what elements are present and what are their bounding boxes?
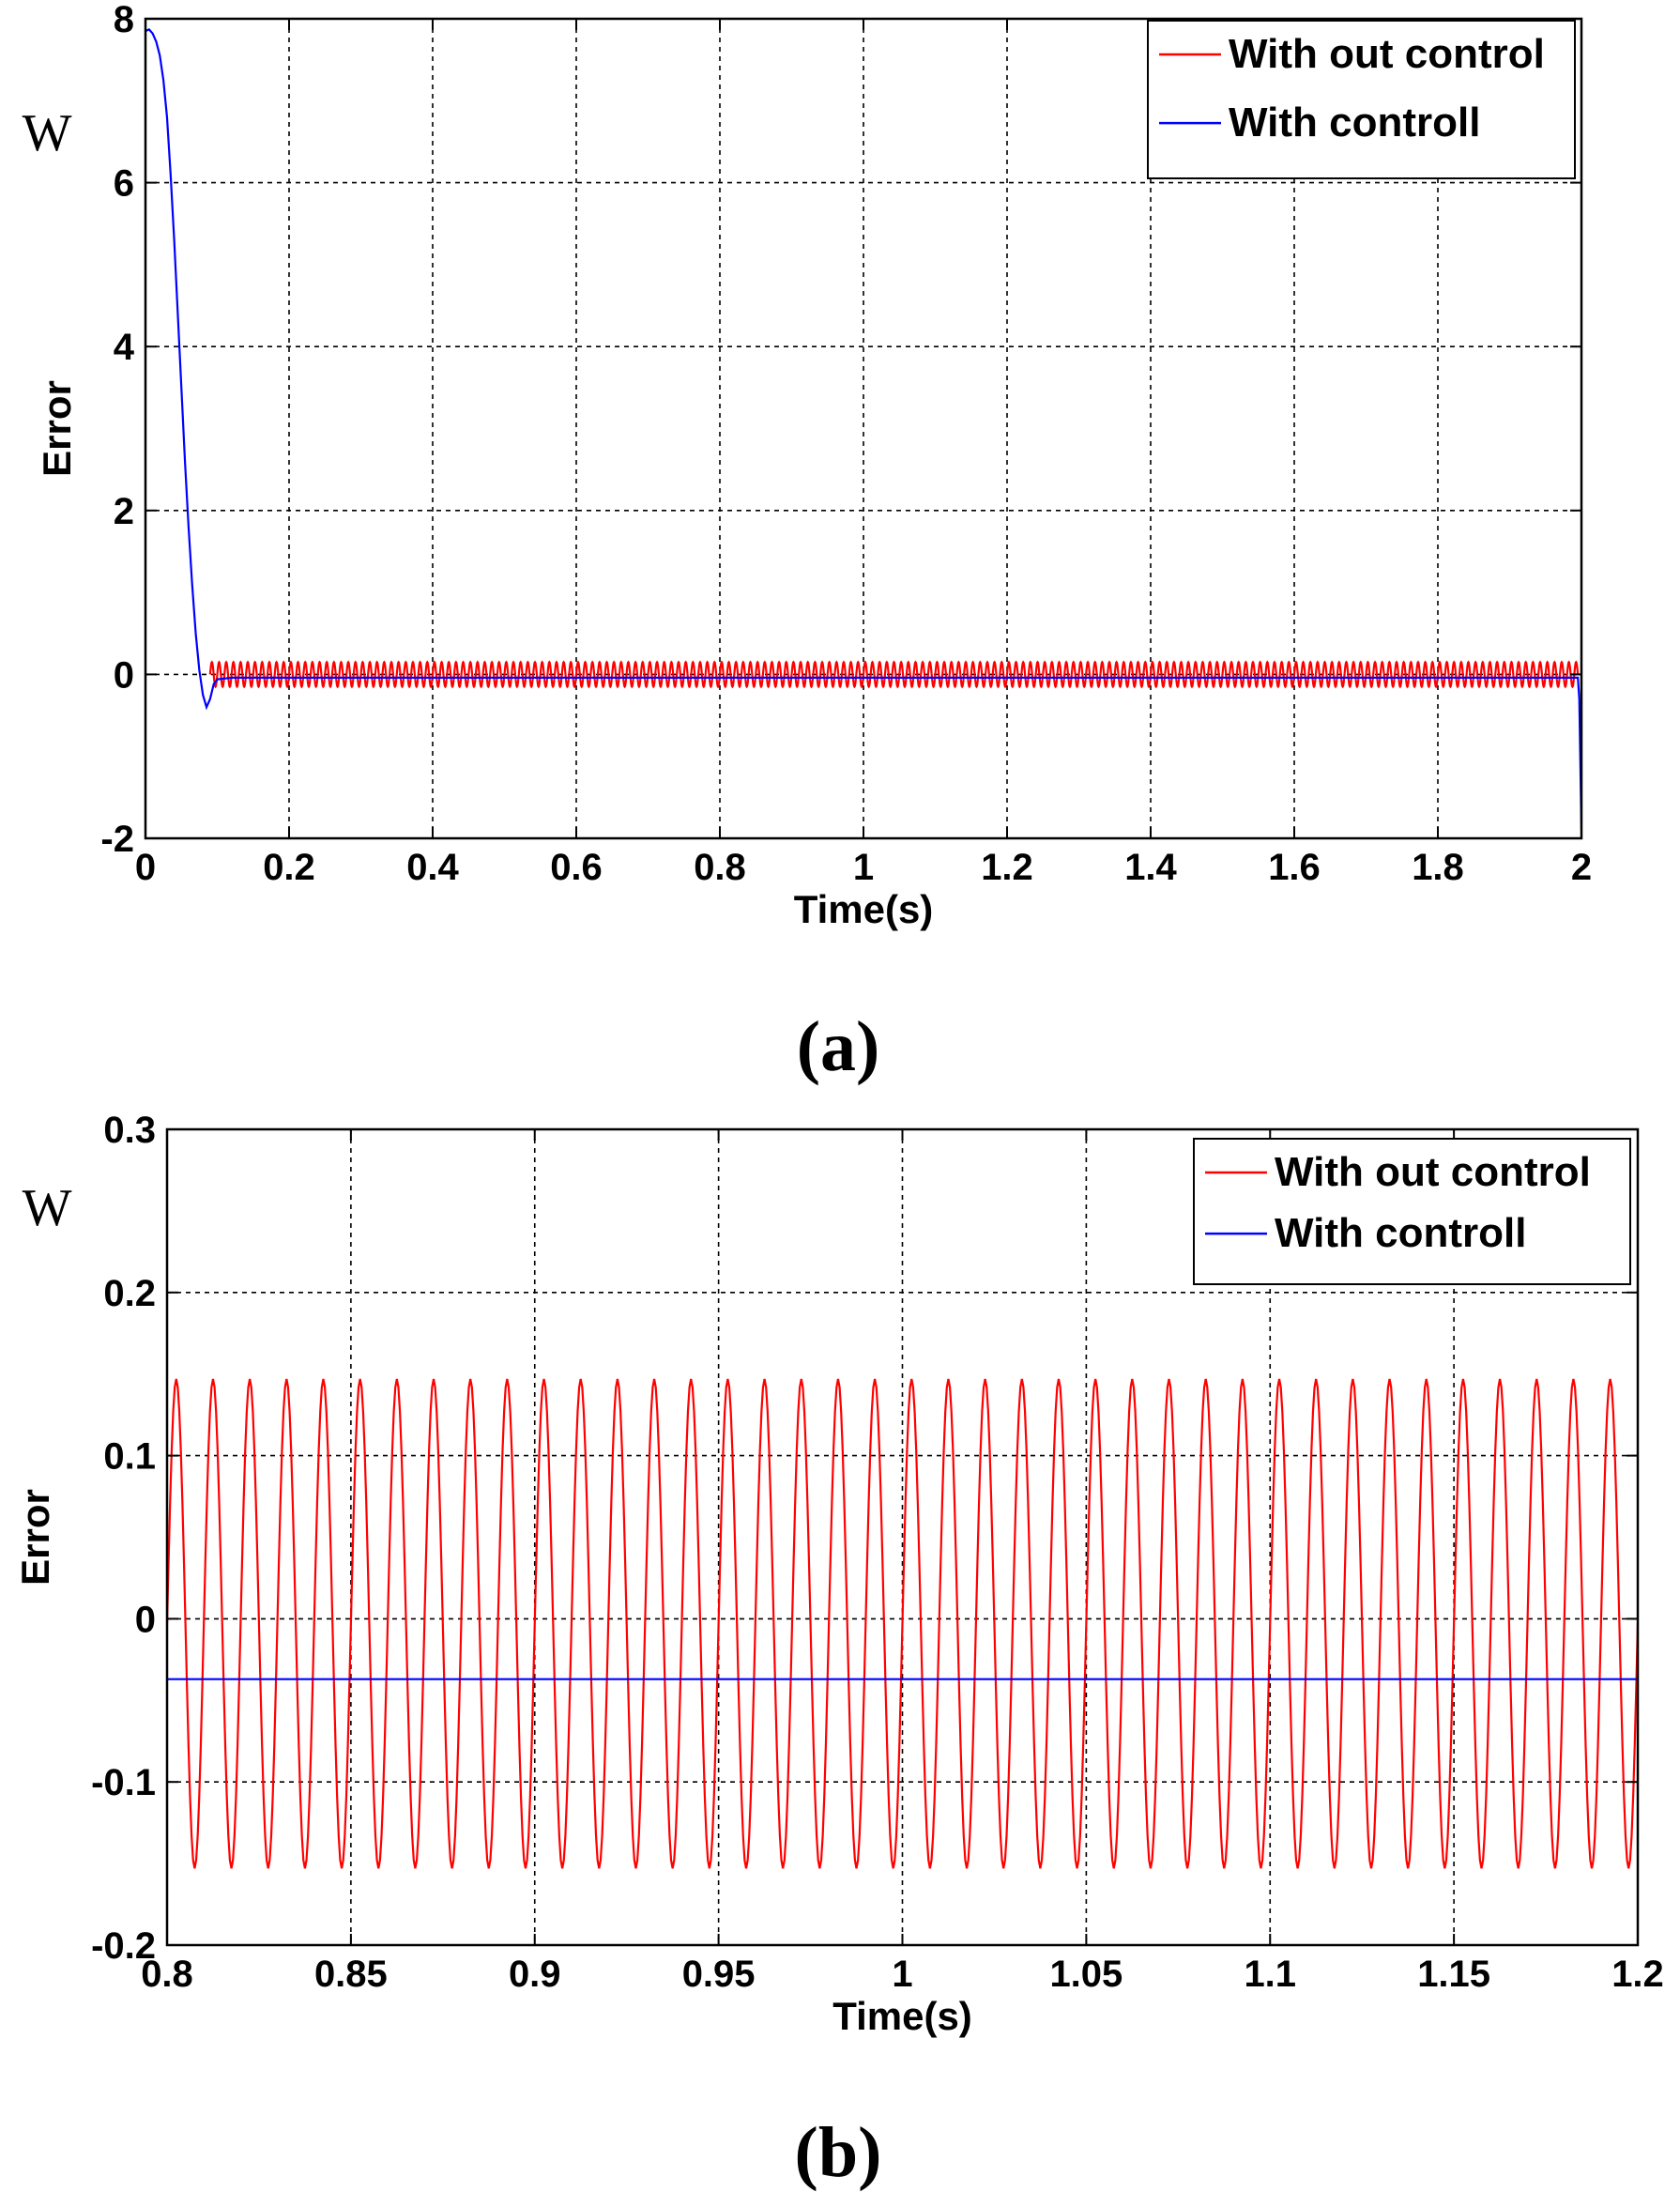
series-line-with-controll xyxy=(145,28,1581,831)
x-tick-label: 0.8 xyxy=(694,847,746,888)
legend-label: With out control xyxy=(1229,31,1545,77)
x-tick-label: 1 xyxy=(892,1954,912,1995)
panel-b-chart: 0.8 0.85 0.9 0.95 1 1.05 1.1 1.15 1.2 -0.2 -0.1 0 0.… xyxy=(13,1110,1664,2192)
x-tick-label: 0.85 xyxy=(314,1954,388,1995)
x-tick-label: 1.6 xyxy=(1268,847,1321,888)
x-axis-label: Time(s) xyxy=(794,887,934,931)
x-tick-label: 1.2 xyxy=(1611,1954,1664,1995)
legend-label: With controll xyxy=(1275,1210,1526,1256)
y-tick-label: 0 xyxy=(135,1599,156,1640)
x-tick-label: 1 xyxy=(853,847,874,888)
x-tick-label: 0.6 xyxy=(550,847,603,888)
y-tick-label: -0.1 xyxy=(91,1762,156,1803)
y-tick-label: -2 xyxy=(100,819,134,860)
legend-label: With out control xyxy=(1275,1149,1591,1195)
panel-a-chart: 0 0.2 0.4 0.6 0.8 1 1.2 1.4 1.6 1.8 2-202468Time(s… xyxy=(23,0,1593,1086)
x-axis-label: Time(s) xyxy=(832,1994,972,2038)
y-tick-label: 8 xyxy=(114,0,134,40)
y-tick-label: 0.2 xyxy=(103,1273,156,1314)
y-axis-label: Error xyxy=(35,380,79,477)
x-tick-label: 1.1 xyxy=(1244,1954,1296,1995)
x-tick-label: 0.4 xyxy=(406,847,459,888)
x-tick-label: 0.8 xyxy=(141,1954,193,1995)
x-tick-label: 1.8 xyxy=(1412,847,1464,888)
panel-caption: (b) xyxy=(795,2113,882,2192)
x-tick-label: 0 xyxy=(135,847,156,888)
y-tick-label: 0.1 xyxy=(103,1436,156,1478)
panel-caption: (a) xyxy=(797,1007,880,1086)
x-tick-label: 1.15 xyxy=(1417,1954,1490,1995)
legend-label: With controll xyxy=(1229,100,1480,146)
legend-box xyxy=(1193,1138,1631,1285)
unit-label: W xyxy=(23,1179,72,1237)
x-tick-label: 0.2 xyxy=(263,847,315,888)
y-tick-label: 2 xyxy=(114,491,134,532)
legend: With out control With controll xyxy=(1147,20,1576,179)
x-tick-label: 0.95 xyxy=(682,1954,756,1995)
y-axis-label: Error xyxy=(13,1489,57,1586)
y-tick-label: 0 xyxy=(114,654,134,696)
y-tick-label: 4 xyxy=(114,327,135,368)
unit-label: W xyxy=(23,104,72,162)
x-tick-label: 1.05 xyxy=(1049,1954,1123,1995)
y-tick-label: 0.3 xyxy=(103,1110,156,1151)
series-line-with-out-control xyxy=(167,1378,1638,1869)
x-tick-label: 2 xyxy=(1571,847,1592,888)
x-tick-label: 1.4 xyxy=(1124,847,1177,888)
y-tick-label: -0.2 xyxy=(91,1925,156,1967)
legend-box xyxy=(1147,20,1576,179)
y-tick-label: 6 xyxy=(114,163,134,205)
x-tick-label: 1.2 xyxy=(981,847,1033,888)
x-tick-label: 0.9 xyxy=(509,1954,561,1995)
legend: With out control With controll xyxy=(1193,1138,1631,1285)
series-line-with-out-control xyxy=(208,660,1580,689)
